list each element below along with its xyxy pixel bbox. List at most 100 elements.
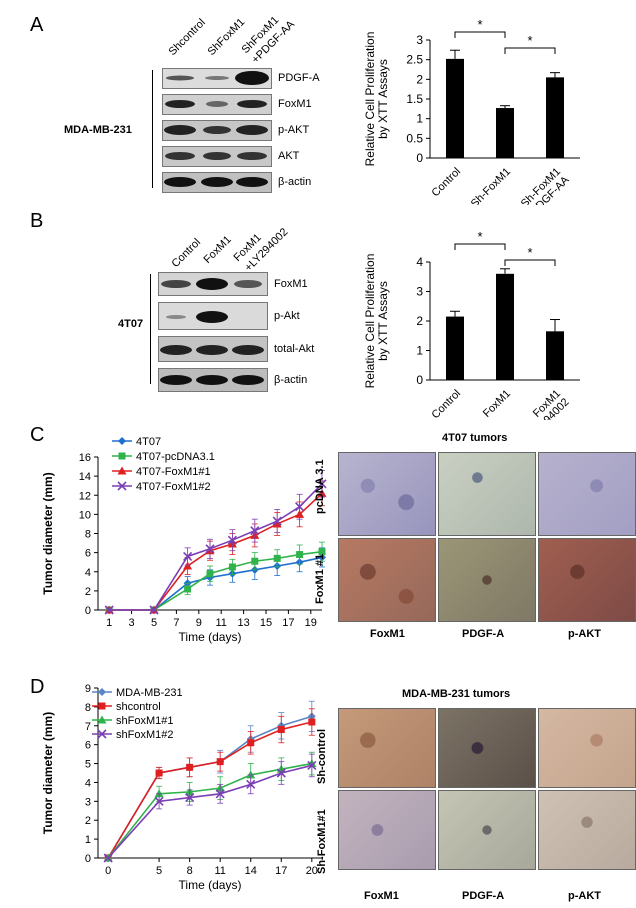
blot-bands xyxy=(164,71,269,187)
y-tick-label: 4 xyxy=(85,567,91,579)
legend-label: shFoxM1#1 xyxy=(116,715,173,727)
bar xyxy=(496,108,514,158)
y-tick-label: 1.5 xyxy=(406,92,423,106)
lane-label: FoxM1 xyxy=(201,233,234,266)
bar xyxy=(496,273,514,380)
y-tick-label: 3 xyxy=(416,285,423,299)
bar-chart-a: 0 0.5 1 1.5 2 2.5 3 Control Sh-FoxM1 Sh-FoxM1+PDG… xyxy=(363,17,580,205)
micrograph-col-label: p-AKT xyxy=(568,890,601,902)
x-tick-label: Sh-FoxM1 xyxy=(469,166,513,205)
data-point xyxy=(185,792,195,803)
data-point xyxy=(154,789,164,798)
x-tick-label: Sh-FoxM1+PDGF-AA xyxy=(516,165,573,205)
y-axis-label: Tumor diameter (mm) xyxy=(41,712,55,834)
y-tick-label: 2 xyxy=(416,314,423,328)
blot-row-label: p-AKT xyxy=(278,124,310,136)
significance-bracket xyxy=(454,243,506,250)
data-point xyxy=(117,481,127,491)
data-point xyxy=(246,770,256,779)
x-tick-label: 17 xyxy=(275,865,287,877)
y-tick-label: 10 xyxy=(79,509,91,521)
data-point xyxy=(104,605,114,615)
panel-letter-a: A xyxy=(30,14,44,36)
x-tick-label: 7 xyxy=(173,617,179,629)
y-tick-label: 16 xyxy=(79,452,91,464)
x-tick-label: 1 xyxy=(106,617,112,629)
legend-label: MDA-MB-231 xyxy=(116,687,183,699)
x-tick-label: FoxM1 xyxy=(481,388,513,420)
data-point xyxy=(186,763,194,771)
micrograph-title: 4T07 tumors xyxy=(442,432,508,444)
y-tick-label: 4 xyxy=(416,255,423,269)
micrograph-row-label: Sh-FoxM1#1 xyxy=(316,809,328,874)
micrograph-image xyxy=(438,790,536,870)
western-blot-a: Shcontrol ShFoxM1 ShFoxM1 +PDGF-AA MDA-M… xyxy=(0,0,330,200)
micrograph-grid-c: 4T07 tumors pcDNA 3.1 FoxM1 #1 FoxM1 PDG… xyxy=(310,430,636,646)
blot-row-label: β-actin xyxy=(278,176,312,188)
x-tick-label: 13 xyxy=(237,617,249,629)
y-tick-label: 3 xyxy=(416,33,423,47)
micrograph-row-label: FoxM1 #1 xyxy=(314,553,326,604)
significance-star: * xyxy=(527,33,532,48)
x-tick-label: 15 xyxy=(260,617,272,629)
y-tick-label: 2.5 xyxy=(406,53,423,67)
x-tick-label: 14 xyxy=(245,865,257,877)
y-tick-label: 1 xyxy=(416,344,423,358)
micrograph-title: MDA-MB-231 tumors xyxy=(402,688,511,700)
y-tick-label: 7 xyxy=(85,721,91,733)
lane-label: Control xyxy=(169,236,204,270)
micrograph-image xyxy=(538,538,636,622)
y-axis-label: Relative Cell Proliferationby XTT Assays xyxy=(363,32,390,167)
y-tick-label: 0 xyxy=(85,605,91,617)
micrograph-col-label: PDGF-A xyxy=(462,890,505,902)
significance-bracket xyxy=(504,259,556,266)
data-point xyxy=(118,452,126,460)
y-axis-label: Tumor diameter (mm) xyxy=(41,472,55,594)
series-line xyxy=(109,492,323,611)
blot-bands xyxy=(160,278,264,385)
data-point xyxy=(247,739,255,747)
micrograph-image xyxy=(338,538,436,622)
y-tick-label: 1 xyxy=(85,834,91,846)
y-tick-label: 2 xyxy=(85,586,91,598)
y-tick-label: 2 xyxy=(416,72,423,86)
micrograph-col-label: p-AKT xyxy=(568,628,601,640)
y-tick-label: 8 xyxy=(85,702,91,714)
significance-star: * xyxy=(527,245,532,260)
legend-label: 4T07-FoxM1#2 xyxy=(136,481,211,493)
significance-bracket xyxy=(504,47,556,54)
x-tick-label: 19 xyxy=(305,617,317,629)
x-tick-label: FoxM1+LY294002 xyxy=(515,388,571,420)
x-tick-label: 9 xyxy=(196,617,202,629)
y-tick-label: 0 xyxy=(85,853,91,865)
significance-star: * xyxy=(477,17,482,32)
x-tick-label: 5 xyxy=(156,865,162,877)
micrograph-image xyxy=(338,452,436,536)
data-point xyxy=(250,526,260,536)
data-point xyxy=(103,853,113,863)
lane-label: Shcontrol xyxy=(166,16,208,58)
data-point xyxy=(154,796,164,806)
lane-label: ShFoxM1 xyxy=(205,16,248,59)
cell-line-label: MDA-MB-231 xyxy=(64,124,132,136)
y-tick-label: 9 xyxy=(85,683,91,695)
data-point xyxy=(317,479,327,489)
data-point xyxy=(246,779,256,789)
western-blot-b: Control FoxM1 FoxM1 +LY294002 4T07 FoxM1… xyxy=(0,200,330,410)
y-tick-label: 0 xyxy=(416,151,423,165)
legend-label: 4T07-FoxM1#1 xyxy=(136,466,211,478)
legend-label: shcontrol xyxy=(116,701,161,713)
cell-line-label: 4T07 xyxy=(118,318,144,330)
data-point xyxy=(155,769,163,777)
x-axis-label: Time (days) xyxy=(179,630,242,644)
y-tick-label: 2 xyxy=(85,815,91,827)
legend-label: 4T07-pcDNA3.1 xyxy=(136,451,215,463)
series-line xyxy=(109,556,323,611)
data-point xyxy=(295,502,305,512)
data-point xyxy=(117,466,127,475)
data-point xyxy=(277,726,285,734)
micrograph-image xyxy=(538,452,636,536)
data-point xyxy=(273,554,281,562)
x-tick-label: 3 xyxy=(129,617,135,629)
